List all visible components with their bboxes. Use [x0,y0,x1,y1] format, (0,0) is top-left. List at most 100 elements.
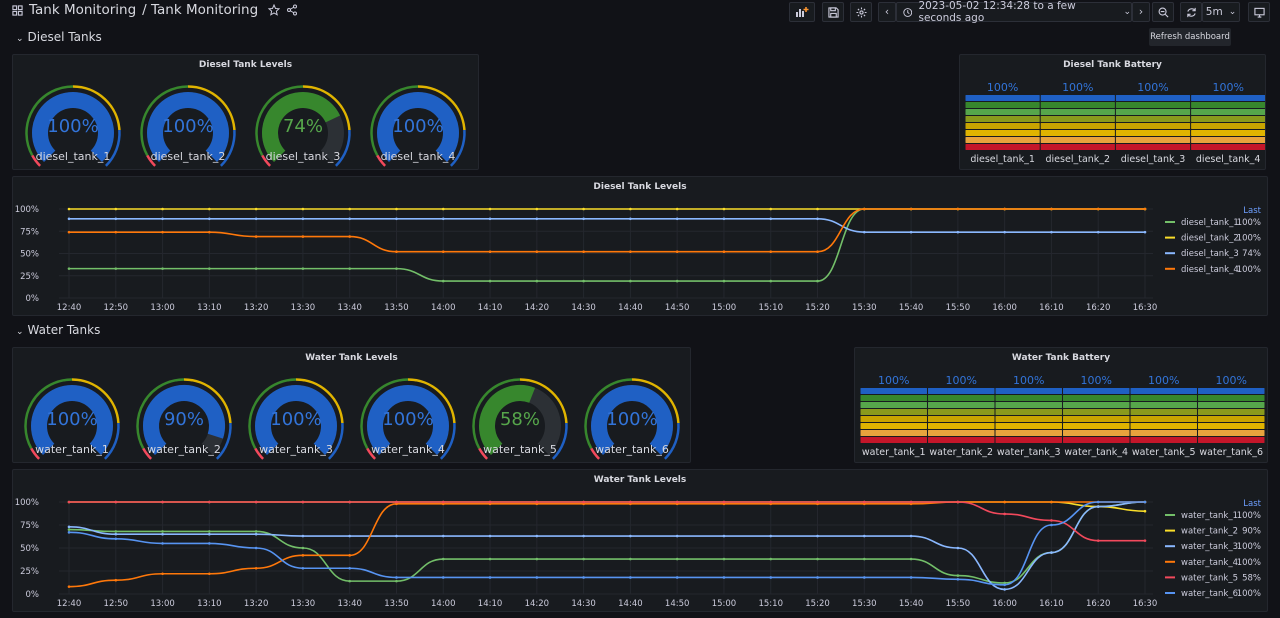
legend-name: water_tank_4 [1181,558,1238,568]
gauge-group: 100% water_tank_1 90% water_tank_2 100% water… [24,378,680,460]
tv-mode-button[interactable] [1248,2,1270,22]
x-tick-label: 16:00 [992,303,1017,313]
time-back-button[interactable]: ‹ [878,2,896,22]
clock-icon [903,7,913,17]
x-tick-label: 14:10 [478,599,503,609]
data-point [395,579,398,583]
legend-header[interactable]: Last [1243,499,1261,509]
legend-last-value: 74% [1242,249,1261,259]
data-point [1050,230,1053,234]
timeseries-chart: 0% 25% 50% 75% 100% 12:40 12:50 13:00 13:10 13:20… [15,205,1262,313]
data-point [161,572,164,576]
data-point [254,207,258,211]
battery-segment [1063,416,1130,422]
x-tick-label: 16:10 [1039,303,1064,313]
gauge-threshold-green [24,378,73,450]
series-diesel_tank_4 [67,207,1147,254]
legend-item[interactable]: water_tank_2 90% [1165,527,1261,537]
gauge-threshold-green [136,378,185,450]
refresh-button[interactable] [1180,2,1202,22]
data-point [67,585,71,588]
gauge-diesel_tank_1: 100% diesel_tank_1 [25,85,121,167]
x-tick-label: 15:20 [805,599,830,609]
battery-diesel_tank_2: 100% diesel_tank_2 [1040,81,1115,165]
battery-segment [995,409,1062,415]
battery-group: 100% water_tank_1 100% water_tank_2 100% wate… [860,374,1265,458]
row-header-diesel[interactable]: ⌄ Diesel Tanks [16,30,102,44]
legend-item[interactable]: water_tank_5 58% [1165,573,1261,583]
data-point [816,576,819,579]
data-point [161,230,164,234]
data-point [1050,519,1053,522]
data-point [114,267,118,270]
save-dashboard-button[interactable] [822,2,844,22]
battery-segment [860,388,927,394]
chevron-down-icon: ⌄ [16,327,24,337]
battery-segment [1040,144,1115,150]
battery-segment [1040,130,1115,136]
data-point [441,217,445,221]
data-point [301,207,305,211]
data-point [535,279,539,283]
time-range-picker[interactable]: 2023-05-02 12:34:28 to a few seconds ago… [896,0,1132,24]
data-point [816,217,819,221]
gauge-value: 100% [46,409,97,430]
zoom-out-button[interactable] [1152,2,1174,22]
data-point [675,557,679,561]
gauge-threshold-blue [449,130,466,167]
battery-segment [1130,430,1197,436]
data-point [395,534,398,538]
battery-segment [995,437,1062,443]
data-point [161,530,164,533]
refresh-icon [1186,7,1196,17]
data-point [348,579,351,583]
battery-segment [860,430,927,436]
data-point [769,576,773,579]
data-point [348,566,351,570]
legend-header[interactable]: Last [1243,206,1261,216]
breadcrumb-folder[interactable]: Tank Monitoring [29,2,137,18]
battery-segment [1115,137,1191,143]
gauge-threshold-red [590,447,601,460]
data-point [909,576,913,579]
data-point [863,207,866,211]
chevron-down-icon: ⌄ [1228,7,1237,17]
battery-value: 100% [1216,374,1247,387]
row-header-water[interactable]: ⌄ Water Tanks [16,323,100,337]
data-point [909,502,913,506]
star-icon[interactable] [268,4,281,16]
battery-segment [1115,109,1191,115]
data-point [629,534,632,538]
legend-item[interactable]: diesel_tank_3 74% [1165,249,1261,259]
x-tick-label: 14:50 [665,599,690,609]
share-icon[interactable] [286,4,298,16]
gauge-threshold-green [472,378,521,450]
data-point [956,577,960,581]
gauge-diesel_tank_3: 74% diesel_tank_3 [255,85,351,167]
data-point [1003,581,1006,585]
data-point [909,207,913,211]
battery-segment [1040,109,1115,115]
settings-button[interactable] [850,2,872,22]
battery-segment [1130,437,1197,443]
legend-name: diesel_tank_3 [1181,249,1239,259]
gauge-threshold-yellow [407,378,456,424]
battery-value: 100% [1148,374,1179,387]
data-point [675,279,679,283]
x-tick-label: 14:00 [431,599,456,609]
add-panel-button[interactable] [789,2,815,22]
data-point [208,217,211,221]
data-point [395,502,398,506]
data-point [816,250,819,254]
time-forward-button[interactable]: › [1132,2,1150,22]
refresh-interval-picker[interactable]: 5m ⌄ [1202,2,1240,22]
legend-name: water_tank_5 [1181,573,1238,583]
x-tick-label: 15:40 [899,599,924,609]
